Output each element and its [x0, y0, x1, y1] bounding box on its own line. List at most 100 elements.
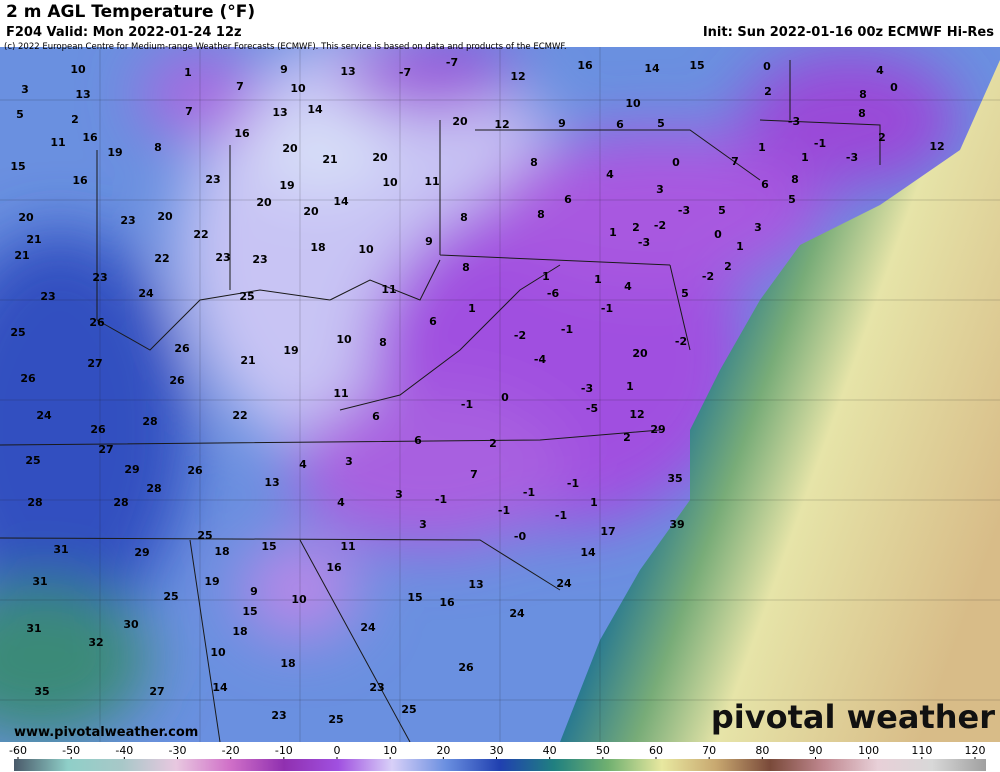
colorbar [14, 759, 986, 771]
temperature-label: 8 [460, 211, 468, 224]
temperature-label: 10 [336, 333, 352, 346]
temperature-label: 2 [724, 260, 732, 273]
temperature-label: 1 [590, 496, 598, 509]
temperature-label: 4 [606, 168, 614, 181]
temperature-label: -1 [523, 486, 535, 499]
temperature-label: 4 [299, 458, 307, 471]
temperature-label: 26 [174, 342, 190, 355]
temperature-label: 24 [556, 577, 572, 590]
temperature-label: 7 [470, 468, 478, 481]
temperature-label: -2 [702, 270, 714, 283]
temperature-label: -0 [514, 530, 527, 543]
temperature-label: 0 [501, 391, 509, 404]
website: www.pivotalweather.com [14, 725, 198, 740]
temperature-label: 26 [169, 374, 185, 387]
temperature-label: 25 [163, 590, 178, 603]
temperature-label: -1 [567, 477, 579, 490]
temperature-label: 4 [337, 496, 345, 509]
temperature-label: 5 [718, 204, 726, 217]
temperature-label: 19 [107, 146, 122, 159]
temperature-label: 8 [537, 208, 545, 221]
temperature-label: 14 [580, 546, 596, 559]
temperature-label: 21 [26, 233, 41, 246]
temperature-label: 16 [439, 596, 455, 609]
temperature-label: 23 [271, 709, 286, 722]
colorbar-tick-label: -50 [62, 744, 80, 757]
temperature-label: 6 [372, 410, 380, 423]
colorbar-tick-label: 110 [911, 744, 932, 757]
temperature-label: 8 [462, 261, 470, 274]
temperature-label: 3 [754, 221, 762, 234]
temperature-label: 13 [264, 476, 279, 489]
temperature-label: 18 [232, 625, 247, 638]
temperature-label: 10 [625, 97, 641, 110]
temperature-label: 13 [468, 578, 483, 591]
temperature-label: 10 [290, 82, 306, 95]
temperature-label: 15 [261, 540, 276, 553]
colorbar-tick-label: 20 [436, 744, 450, 757]
temperature-label: 4 [876, 64, 884, 77]
temperature-label: -7 [399, 66, 411, 79]
temperature-label: 27 [149, 685, 164, 698]
temperature-label: 26 [20, 372, 36, 385]
temperature-label: 1 [609, 226, 617, 239]
temperature-label: 13 [75, 88, 90, 101]
colorbar-tick-label: 50 [596, 744, 610, 757]
temperature-label: 0 [890, 81, 898, 94]
temperature-label: -3 [581, 382, 593, 395]
colorbar-tick-label: -60 [9, 744, 27, 757]
temperature-label: 6 [429, 315, 437, 328]
temperature-label: 25 [401, 703, 416, 716]
temperature-label: 3 [419, 518, 427, 531]
temperature-label: 2 [489, 437, 497, 450]
temperature-label: 13 [272, 106, 287, 119]
temperature-label: 13 [340, 65, 355, 78]
temperature-label: 6 [616, 118, 624, 131]
temperature-label: 21 [240, 354, 255, 367]
temperature-label: 12 [510, 70, 525, 83]
temperature-label: 11 [424, 175, 439, 188]
temperature-label: 24 [36, 409, 52, 422]
temperature-label: 24 [360, 621, 376, 634]
temperature-label: 20 [632, 347, 648, 360]
temperature-label: 21 [322, 153, 337, 166]
temperature-label: 1 [468, 302, 476, 315]
temperature-label: 1 [801, 151, 809, 164]
temperature-label: 9 [558, 117, 566, 130]
temperature-label: 16 [577, 59, 593, 72]
temperature-label: 18 [214, 545, 229, 558]
temperature-label: 23 [120, 214, 135, 227]
temperature-label: 28 [146, 482, 161, 495]
temperature-label: 15 [407, 591, 422, 604]
temperature-label: 15 [689, 59, 704, 72]
temperature-label: 23 [369, 681, 384, 694]
temperature-label: -6 [547, 287, 560, 300]
temperature-label: -3 [638, 236, 650, 249]
temperature-label: 29 [650, 423, 665, 436]
temperature-label: 19 [283, 344, 298, 357]
temperature-label: 20 [372, 151, 388, 164]
temperature-label: 15 [242, 605, 257, 618]
temperature-label: 8 [530, 156, 538, 169]
temperature-label: 30 [123, 618, 139, 631]
temperature-label: 18 [310, 241, 325, 254]
temperature-label: 7 [185, 105, 193, 118]
temperature-label: 0 [672, 156, 680, 169]
temperature-label: -3 [678, 204, 690, 217]
temperature-label: -2 [675, 335, 687, 348]
temperature-label: 5 [657, 117, 665, 130]
temperature-label: 20 [303, 205, 319, 218]
temperature-label: 29 [134, 546, 149, 559]
temperature-label: -7 [446, 56, 458, 69]
temperature-label: 31 [53, 543, 68, 556]
temperature-label: 12 [494, 118, 509, 131]
valid-time: F204 Valid: Mon 2022-01-24 12z [6, 25, 242, 40]
temperature-label: 12 [629, 408, 644, 421]
colorbar-tick-label: 70 [702, 744, 716, 757]
temperature-label: 26 [187, 464, 203, 477]
temperature-label: 9 [250, 585, 258, 598]
temperature-label: 3 [395, 488, 403, 501]
colorbar-tick-label: 10 [383, 744, 397, 757]
temperature-label: 31 [32, 575, 47, 588]
